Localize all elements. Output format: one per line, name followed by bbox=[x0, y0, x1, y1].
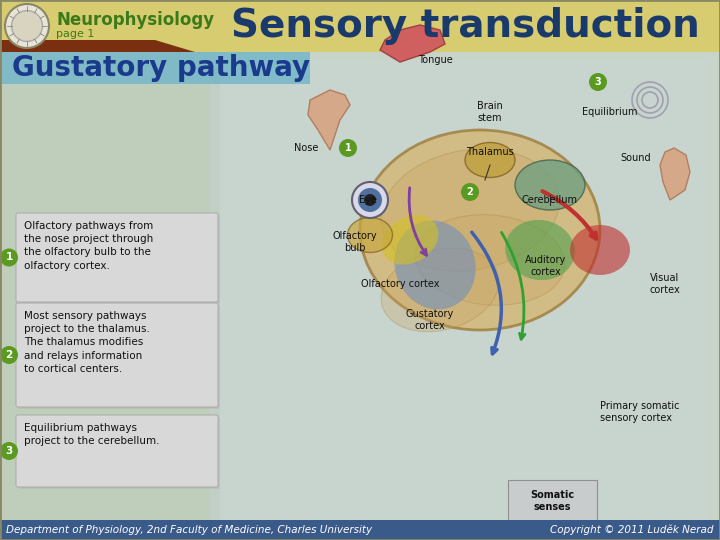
FancyBboxPatch shape bbox=[18, 305, 220, 409]
Ellipse shape bbox=[415, 215, 564, 305]
Circle shape bbox=[0, 248, 18, 267]
Ellipse shape bbox=[382, 215, 438, 265]
FancyBboxPatch shape bbox=[508, 480, 597, 522]
Circle shape bbox=[461, 183, 479, 201]
Bar bbox=[210, 60, 710, 520]
Text: Department of Physiology, 2nd Faculty of Medicine, Charles University: Department of Physiology, 2nd Faculty of… bbox=[6, 525, 372, 535]
Text: 3: 3 bbox=[595, 77, 601, 87]
Circle shape bbox=[12, 11, 42, 42]
Text: Thalamus: Thalamus bbox=[466, 147, 514, 157]
FancyBboxPatch shape bbox=[18, 215, 220, 304]
Text: Nose: Nose bbox=[294, 143, 318, 153]
Text: 1: 1 bbox=[5, 253, 13, 262]
Circle shape bbox=[0, 442, 18, 460]
Circle shape bbox=[364, 194, 376, 206]
Ellipse shape bbox=[395, 220, 476, 309]
Text: Somatic
senses: Somatic senses bbox=[531, 490, 575, 512]
Ellipse shape bbox=[505, 220, 575, 280]
Bar bbox=[0, 52, 310, 84]
Text: Neurophysiology: Neurophysiology bbox=[56, 11, 214, 29]
Text: Olfactory
bulb: Olfactory bulb bbox=[333, 231, 377, 253]
Ellipse shape bbox=[515, 160, 585, 210]
Polygon shape bbox=[660, 148, 690, 200]
Text: 3: 3 bbox=[5, 446, 13, 456]
Bar bbox=[0, 0, 720, 52]
Circle shape bbox=[352, 182, 388, 218]
Text: Equilibrium: Equilibrium bbox=[582, 107, 638, 117]
Polygon shape bbox=[308, 90, 350, 150]
Text: Eye: Eye bbox=[359, 195, 377, 205]
Text: Visual
cortex: Visual cortex bbox=[650, 273, 680, 295]
Text: Cerebellum: Cerebellum bbox=[522, 195, 578, 205]
Text: page 1: page 1 bbox=[56, 29, 94, 39]
Circle shape bbox=[5, 4, 49, 48]
Text: Most sensory pathways
project to the thalamus.
The thalamus modifies
and relays : Most sensory pathways project to the tha… bbox=[24, 311, 150, 374]
Circle shape bbox=[339, 139, 357, 157]
Ellipse shape bbox=[360, 130, 600, 330]
FancyBboxPatch shape bbox=[16, 415, 218, 487]
Text: Olfactory cortex: Olfactory cortex bbox=[361, 279, 439, 289]
Text: Olfactory pathways from
the nose project through
the olfactory bulb to the
olfac: Olfactory pathways from the nose project… bbox=[24, 221, 153, 271]
Text: Copyright © 2011 Luděk Nerad: Copyright © 2011 Luděk Nerad bbox=[551, 525, 714, 535]
Bar bbox=[0, 520, 720, 540]
FancyBboxPatch shape bbox=[16, 303, 218, 407]
Ellipse shape bbox=[570, 225, 630, 275]
Text: Primary somatic
sensory cortex: Primary somatic sensory cortex bbox=[600, 401, 680, 423]
Ellipse shape bbox=[348, 218, 392, 253]
Text: Gustatory
cortex: Gustatory cortex bbox=[406, 309, 454, 331]
Text: Equilibrium pathways
project to the cerebellum.: Equilibrium pathways project to the cere… bbox=[24, 423, 160, 446]
Text: Brain
stem: Brain stem bbox=[477, 101, 503, 123]
Ellipse shape bbox=[465, 143, 515, 178]
FancyBboxPatch shape bbox=[18, 417, 220, 489]
Text: Sound: Sound bbox=[620, 153, 651, 163]
Bar bbox=[0, 50, 220, 520]
Text: Gustatory pathway: Gustatory pathway bbox=[12, 54, 310, 82]
Circle shape bbox=[358, 188, 382, 212]
Ellipse shape bbox=[381, 248, 499, 332]
Text: 1: 1 bbox=[345, 143, 351, 153]
FancyBboxPatch shape bbox=[16, 213, 218, 302]
Text: Sensory transduction: Sensory transduction bbox=[231, 7, 700, 45]
Circle shape bbox=[589, 73, 607, 91]
Polygon shape bbox=[0, 40, 195, 52]
Ellipse shape bbox=[381, 149, 559, 271]
Text: Tongue: Tongue bbox=[418, 55, 452, 65]
Text: 2: 2 bbox=[5, 350, 13, 360]
Text: Auditory
cortex: Auditory cortex bbox=[526, 255, 567, 277]
Polygon shape bbox=[380, 25, 445, 62]
Text: 2: 2 bbox=[467, 187, 473, 197]
Circle shape bbox=[0, 346, 18, 364]
